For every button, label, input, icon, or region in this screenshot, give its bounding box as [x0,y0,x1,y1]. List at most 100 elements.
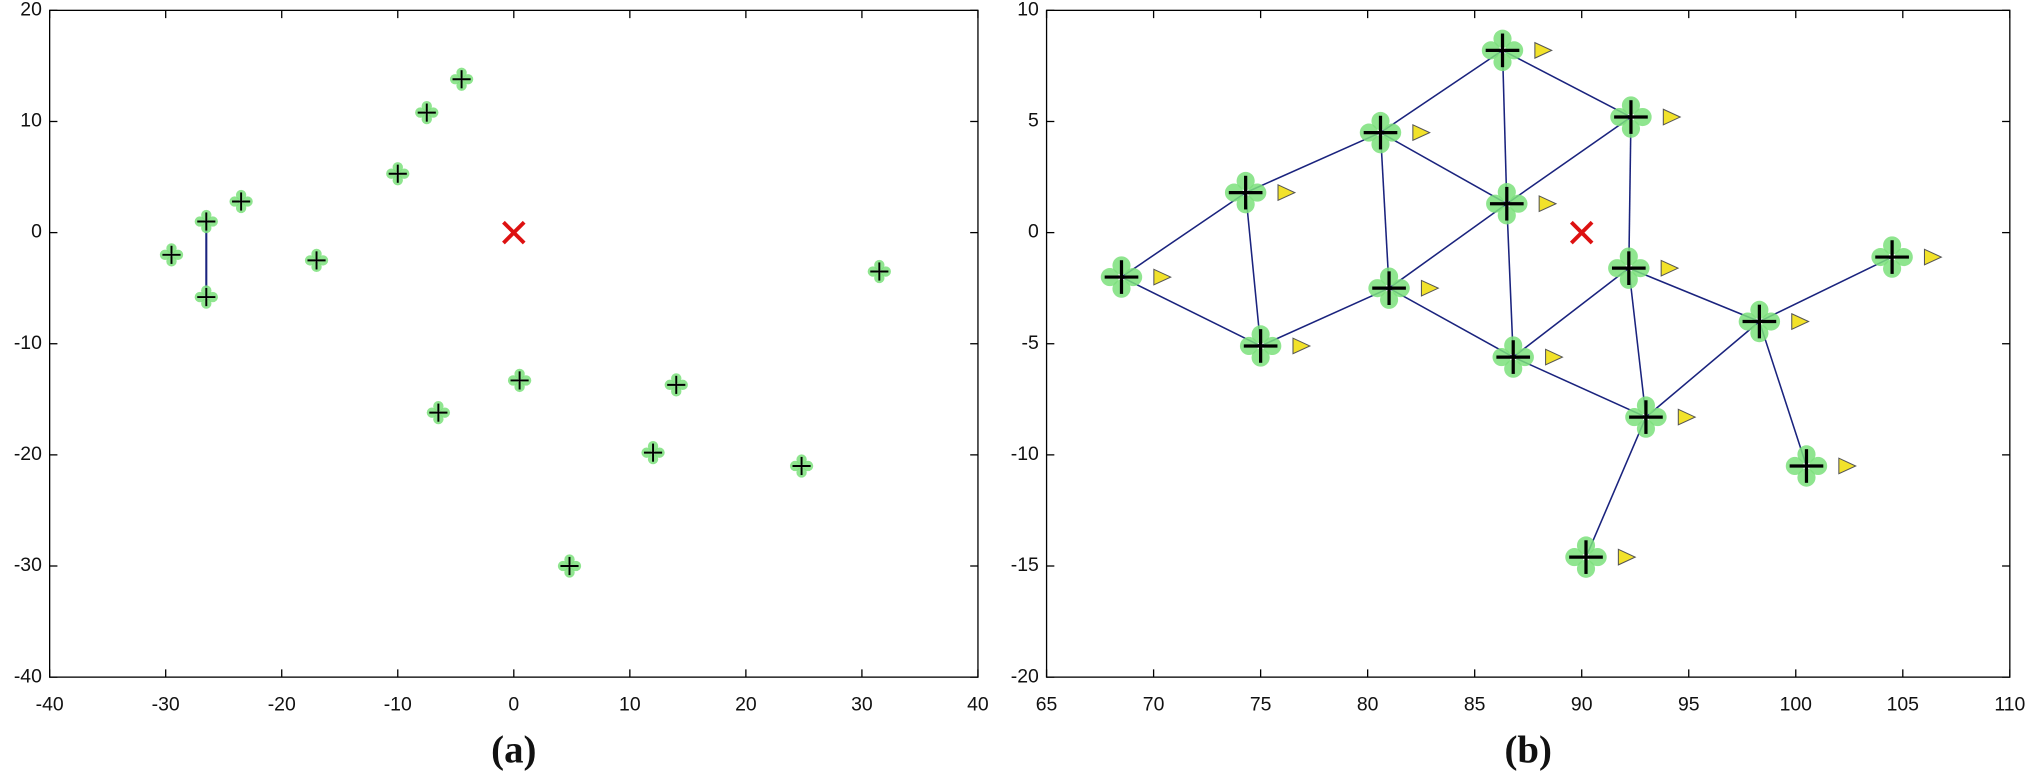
link [1506,116,1632,205]
y-tick-label: -30 [14,554,42,576]
x-tick-label: 70 [1143,694,1165,716]
heading [1534,41,1553,59]
uav [304,248,329,273]
y-tick-label: 20 [20,0,42,20]
link [1628,267,1760,323]
y-tick-label: 10 [1017,0,1039,20]
panel: 65 70 75 80 85 90 95 100 105 110 -20 -15 -10 -5 0 5 10 (b… [1011,0,2026,771]
heading [1420,279,1440,297]
x-tick-label: 20 [735,694,757,716]
x-tick-label: -30 [152,694,180,716]
uav [426,400,451,425]
heading [1292,337,1312,355]
target [1569,220,1594,245]
target [502,220,526,245]
link [1506,203,1514,358]
x-tick-label: 110 [1994,694,2025,716]
x-tick-label: -10 [384,694,412,716]
heading [1277,184,1297,202]
x-tick-label: 90 [1571,694,1593,716]
x-tick-label: 0 [508,694,519,716]
x-tick-label: 75 [1250,694,1272,716]
uav [1481,29,1553,72]
y-tick-label: -20 [14,443,42,465]
uav [664,373,688,397]
link [1245,131,1381,194]
uav [1625,396,1697,438]
plot-area [1045,9,2011,678]
link [1512,267,1630,358]
y-tick-label: 0 [1028,221,1039,243]
uav [1492,336,1564,378]
x-tick-label: 30 [851,694,873,716]
uav [1359,111,1431,154]
uav [1871,236,1943,278]
x-tick-label: 95 [1678,694,1700,716]
uav [449,67,474,91]
link [1244,192,1262,347]
y-tick-label: -20 [1011,665,1039,687]
link [1380,49,1503,134]
link [1502,49,1632,118]
panel: -40 -30 -20 -10 0 10 20 30 40 -40 -30 -20 -10 0 10 20 (a… [14,0,989,771]
uav [1239,325,1312,367]
x-tick-label: 105 [1887,694,1919,716]
uav [557,554,582,578]
uav [229,189,253,214]
y-tick-label: -10 [1011,443,1039,465]
chart-title: (b) [1504,728,1551,771]
uav [789,454,814,478]
target-stroke [502,220,526,245]
uav [1785,445,1857,487]
uav [1608,247,1680,289]
uav [507,368,532,393]
link [1758,321,1808,467]
link [1585,416,1647,558]
uav [1610,96,1682,138]
heading [1617,548,1637,566]
x-tick-label: -40 [36,694,64,716]
uav [1224,171,1297,214]
y-tick-label: 10 [20,110,42,132]
y-tick-label: -5 [1022,332,1039,354]
uav [1565,536,1637,578]
heading [1538,195,1558,213]
link [1628,117,1632,269]
uav [386,162,410,186]
link [1379,132,1390,289]
uav [1368,267,1440,309]
uav [194,209,218,234]
link [1512,356,1647,418]
link [1388,287,1514,358]
heading [1677,408,1697,426]
y-tick-label: 0 [31,221,42,243]
uav [641,440,665,465]
x-tick-label: 10 [619,694,641,716]
link [1380,131,1508,205]
uav [1738,300,1810,343]
y-tick-label: -10 [14,332,42,354]
heading [1153,268,1172,286]
heading [1838,457,1857,475]
uav [1100,256,1172,298]
heading [1791,312,1810,331]
link [1628,268,1647,418]
x-tick-label: 80 [1357,694,1379,716]
uav [1486,183,1558,225]
link [1121,191,1247,278]
y-tick-label: 5 [1028,110,1039,132]
link [1759,256,1893,323]
link [1260,287,1390,347]
link [1501,50,1508,204]
uav [159,243,184,267]
target-stroke [1569,220,1594,245]
chart-title: (a) [491,728,536,771]
heading [1923,248,1943,266]
plot-area [49,9,979,678]
uav [867,259,891,284]
x-tick-label: -20 [268,694,296,716]
heading [1412,124,1431,142]
x-tick-label: 65 [1036,694,1058,716]
uav [194,285,218,309]
